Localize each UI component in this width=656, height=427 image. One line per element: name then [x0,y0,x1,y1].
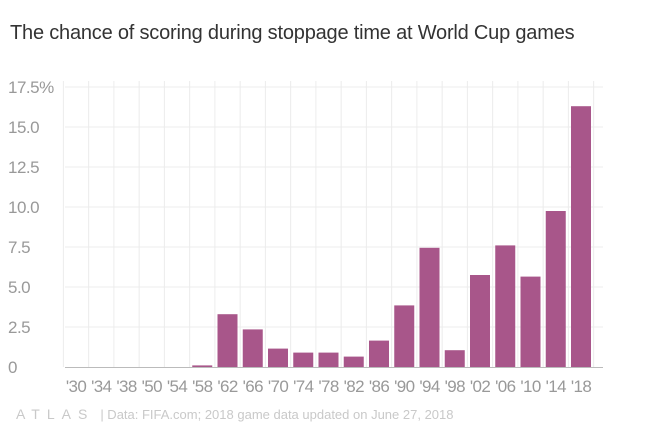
x-tick-label: '54 [167,377,188,396]
x-tick-label: '50 [142,377,163,396]
bar [217,314,238,367]
y-tick-label: 0 [8,358,17,377]
x-tick-label: '18 [571,377,592,396]
bar [419,247,440,367]
x-tick-label: '34 [91,377,112,396]
x-tick-label: '30 [66,377,87,396]
x-tick-label: '62 [217,377,238,396]
x-tick-label: '58 [192,377,213,396]
x-tick-label: '70 [268,377,289,396]
bar [545,211,566,367]
bar [242,329,263,367]
bar [293,352,314,367]
y-tick-label: 2.5 [8,318,30,337]
bar [394,305,415,367]
x-tick-label: '82 [344,377,365,396]
x-tick-label: '02 [470,377,491,396]
bar [369,340,389,367]
bars [192,106,591,367]
x-tick-label: '98 [445,377,466,396]
y-tick-label: 7.5 [8,238,30,257]
x-tick-label: '66 [243,377,264,396]
bar [520,276,541,367]
y-axis-tick-labels: 0 2.5 5.0 7.5 10.0 12.5 15.0 17.5% [8,78,55,377]
data-source-note: | Data: FIFA.com; 2018 game data updated… [100,406,454,422]
x-tick-label: '94 [419,377,440,396]
x-tick-label: '78 [318,377,339,396]
chart-title: The chance of scoring during stoppage ti… [10,22,575,44]
x-tick-label: '06 [495,377,516,396]
grid-lines [62,81,603,367]
x-tick-label: '90 [394,377,415,396]
footer: ATLAS | Data: FIFA.com; 2018 game data u… [16,404,453,424]
x-tick-label: '38 [116,377,137,396]
x-axis-tick-labels: '30'34'38'50'54'58'62'66'70'74'78'82'86 '… [66,377,592,396]
bar [444,350,465,367]
bar [268,348,288,367]
bar-chart: 0 2.5 5.0 7.5 10.0 12.5 15.0 17.5% '30'34'38 '50… [8,78,603,396]
x-tick-label: '74 [293,377,314,396]
y-tick-label: 5.0 [8,278,30,297]
y-tick-label: 12.5 [8,158,39,177]
bar [192,365,213,367]
x-tick-label: '10 [520,377,541,396]
y-tick-label: 15.0 [8,118,39,137]
bar [343,356,364,367]
x-tick-label: '86 [369,377,390,396]
y-tick-label: 10.0 [8,198,39,217]
bar [318,352,339,367]
bar [495,245,516,367]
bar [571,106,591,367]
y-tick-label: 17.5% [8,78,54,97]
bar [470,275,490,367]
x-tick-label: '14 [546,377,567,396]
atlas-logo: ATLAS [16,406,95,422]
